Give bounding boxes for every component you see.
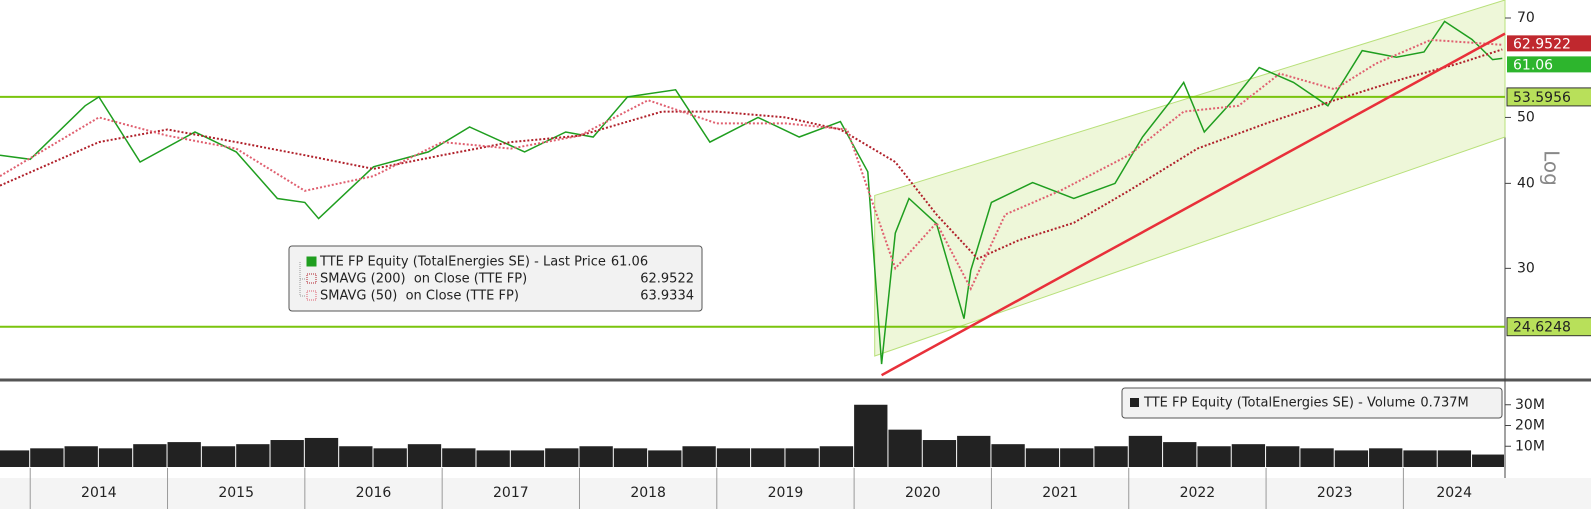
x-axis-band — [0, 478, 1591, 509]
legend-value: 62.9522 — [640, 272, 694, 287]
y-tick-label: 10M — [1515, 438, 1545, 454]
last-value-tag — [1507, 56, 1591, 73]
legend-tree — [299, 262, 305, 297]
level-tag — [1506, 87, 1591, 107]
legend-label: TTE FP Equity (TotalEnergies SE) - Volum… — [1143, 396, 1415, 411]
last-value-tag-label: 62.9522 — [1513, 36, 1571, 52]
volume-bar — [1369, 448, 1403, 467]
volume-bar — [545, 448, 579, 467]
y-tick-label: 20M — [1515, 418, 1545, 434]
volume-bar — [1334, 450, 1369, 467]
legend-box — [1121, 387, 1503, 419]
level-tag — [1506, 317, 1591, 337]
x-tick-label: 2018 — [630, 485, 666, 501]
moving-average-line — [0, 38, 1503, 291]
volume-bar — [1128, 435, 1163, 467]
volume-bar — [854, 404, 888, 467]
x-tick-label: 2023 — [1317, 485, 1353, 501]
volume-bar — [270, 440, 304, 467]
y-tick-label: 50 — [1517, 109, 1535, 125]
volume-bar — [236, 444, 270, 467]
legend-value: 61.06 — [611, 255, 648, 270]
x-tick-label: 2020 — [905, 485, 941, 501]
moving-average-line — [0, 48, 1503, 260]
legend-label: TTE FP Equity (TotalEnergies SE) - Last … — [319, 255, 606, 270]
volume-bar — [1197, 446, 1231, 467]
volume-bar — [888, 429, 922, 467]
level-tag-label: 24.6248 — [1513, 320, 1571, 336]
volume-bar — [30, 448, 64, 467]
volume-bar — [1266, 446, 1300, 467]
last-value-tag-label: 61.06 — [1513, 57, 1553, 73]
volume-bar — [339, 446, 373, 467]
legend-box — [288, 245, 703, 312]
x-tick-label: 2014 — [81, 485, 117, 501]
y-tick-label: 30 — [1517, 260, 1535, 276]
volume-bar — [716, 448, 751, 467]
volume-bar — [98, 448, 133, 467]
x-tick-label: 2022 — [1180, 485, 1216, 501]
level-tag-label: 53.5956 — [1513, 90, 1571, 106]
y-tick-label: 40 — [1517, 175, 1535, 191]
volume-bar — [751, 448, 785, 467]
volume-bar — [1094, 446, 1128, 467]
x-tick-label: 2024 — [1436, 485, 1472, 501]
volume-bar — [613, 448, 648, 467]
volume-bar — [1060, 448, 1094, 467]
volume-bar — [442, 448, 476, 467]
legend-label: SMAVG (50) on Close (TTE FP) — [320, 289, 519, 304]
volume-bar — [510, 450, 545, 467]
volume-bar — [1025, 448, 1060, 467]
x-tick-label: 2017 — [493, 485, 529, 501]
y-axis-label: Log — [1540, 150, 1564, 186]
volume-bar — [167, 442, 201, 467]
y-tick-label: 70 — [1517, 10, 1535, 26]
price-line — [0, 20, 1503, 365]
x-tick-label: 2019 — [768, 485, 804, 501]
volume-bar — [785, 448, 819, 467]
volume-bar — [991, 444, 1025, 467]
legend-swatch — [1130, 398, 1139, 407]
volume-bar — [1403, 450, 1437, 467]
legend-swatch — [306, 256, 317, 267]
y-tick-label: 30M — [1515, 397, 1545, 413]
volume-bar — [579, 446, 613, 467]
volume-bar — [373, 448, 407, 467]
legend-swatch — [306, 273, 317, 284]
volume-bar — [407, 444, 442, 467]
volume-bar — [1163, 442, 1197, 467]
volume-bar — [922, 440, 957, 467]
x-tick-label: 2016 — [356, 485, 392, 501]
last-value-tag — [1507, 35, 1591, 52]
legend-value: 63.9334 — [640, 289, 694, 304]
volume-bar — [304, 437, 339, 467]
volume-bar — [648, 450, 682, 467]
x-tick-label: 2015 — [218, 485, 254, 501]
volume-bar — [1472, 454, 1504, 467]
volume-legend: TTE FP Equity (TotalEnergies SE) - Volum… — [1121, 387, 1503, 419]
volume-bar — [957, 435, 991, 467]
volume-bar — [819, 446, 854, 467]
volume-bar — [201, 446, 236, 467]
trend-line — [880, 32, 1506, 377]
legend: TTE FP Equity (TotalEnergies SE) - Last … — [288, 245, 703, 312]
volume-bar — [64, 446, 98, 467]
volume-bar — [1231, 444, 1266, 467]
volume-bar — [0, 450, 30, 467]
legend-label: SMAVG (200) on Close (TTE FP) — [320, 272, 527, 287]
legend-value: 0.737M — [1420, 396, 1468, 411]
volume-bar — [1300, 448, 1334, 467]
x-tick-label: 2021 — [1042, 485, 1078, 501]
trend-channel — [874, 0, 1506, 357]
volume-bar — [682, 446, 716, 467]
volume-bar — [1437, 450, 1472, 467]
volume-bar — [133, 444, 167, 467]
volume-bar — [476, 450, 510, 467]
legend-swatch — [306, 290, 317, 301]
